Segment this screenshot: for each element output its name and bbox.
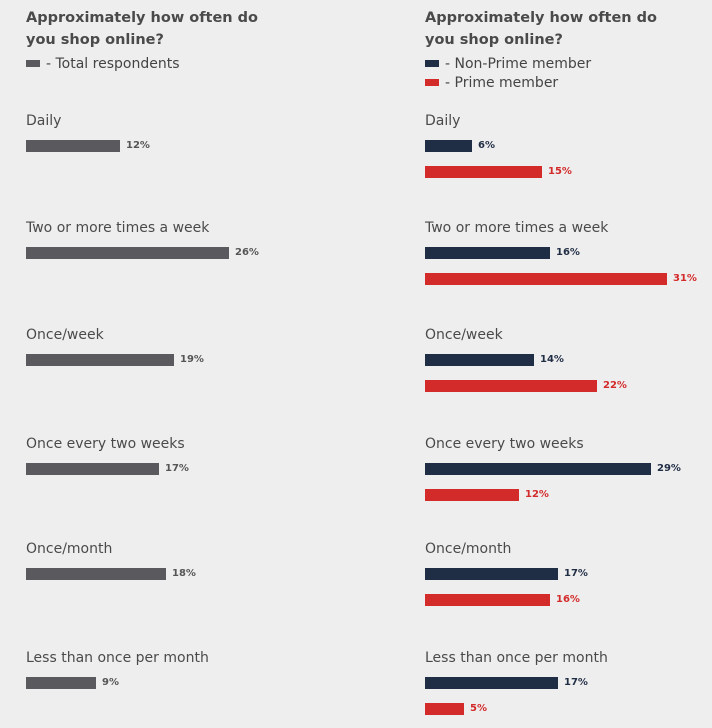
legend-item: - Prime member — [425, 73, 591, 92]
bar — [425, 166, 542, 178]
bar — [425, 568, 558, 580]
category-label: Two or more times a week — [26, 220, 210, 236]
data-label: 18% — [172, 568, 196, 579]
bar — [26, 247, 229, 259]
data-label: 9% — [102, 677, 119, 688]
data-label: 31% — [673, 273, 697, 284]
chart-prime-vs-nonprime: Approximately how often do you shop onli… — [425, 0, 705, 728]
legend-label: - Prime member — [445, 74, 559, 91]
bar — [425, 354, 534, 366]
data-label: 17% — [564, 677, 588, 688]
data-label: 17% — [564, 568, 588, 579]
bar — [26, 568, 166, 580]
data-label: 12% — [525, 489, 549, 500]
category-label: Two or more times a week — [425, 220, 609, 236]
legend-swatch — [26, 60, 40, 67]
bar — [425, 677, 558, 689]
data-label: 6% — [478, 140, 495, 151]
data-label: 12% — [126, 140, 150, 151]
data-label: 17% — [165, 463, 189, 474]
data-label: 5% — [470, 703, 487, 714]
bar — [425, 463, 651, 475]
category-label: Once every two weeks — [26, 436, 185, 452]
legend-label: - Non-Prime member — [445, 55, 592, 72]
data-label: 16% — [556, 247, 580, 258]
category-label: Once/month — [425, 541, 512, 557]
bar — [425, 273, 667, 285]
data-label: 19% — [180, 354, 204, 365]
bar — [425, 380, 597, 392]
bar — [425, 489, 519, 501]
legend: - Non-Prime member - Prime member — [425, 54, 591, 92]
category-label: Less than once per month — [26, 650, 209, 666]
legend: - Total respondents — [26, 54, 180, 73]
bar — [26, 354, 174, 366]
category-label: Once/month — [26, 541, 113, 557]
bar — [425, 703, 464, 715]
chart-title: Approximately how often do you shop onli… — [425, 10, 658, 48]
category-label: Daily — [425, 113, 461, 129]
legend-label: - Total respondents — [46, 55, 180, 72]
data-label: 16% — [556, 594, 580, 605]
legend-item: - Total respondents — [26, 54, 180, 73]
bar — [425, 140, 472, 152]
data-label: 14% — [540, 354, 564, 365]
bar — [26, 140, 120, 152]
category-label: Less than once per month — [425, 650, 608, 666]
bar — [26, 463, 159, 475]
data-label: 26% — [235, 247, 259, 258]
chart-title: Approximately how often do you shop onli… — [26, 10, 259, 48]
category-label: Once/week — [26, 327, 104, 343]
bar — [26, 677, 96, 689]
data-label: 15% — [548, 166, 572, 177]
legend-swatch — [425, 79, 439, 86]
legend-item: - Non-Prime member — [425, 54, 591, 73]
category-label: Once/week — [425, 327, 503, 343]
category-label: Daily — [26, 113, 62, 129]
legend-swatch — [425, 60, 439, 67]
category-label: Once every two weeks — [425, 436, 584, 452]
chart-total-respondents: Approximately how often do you shop onli… — [26, 0, 356, 728]
data-label: 29% — [657, 463, 681, 474]
bar — [425, 247, 550, 259]
data-label: 22% — [603, 380, 627, 391]
bar — [425, 594, 550, 606]
